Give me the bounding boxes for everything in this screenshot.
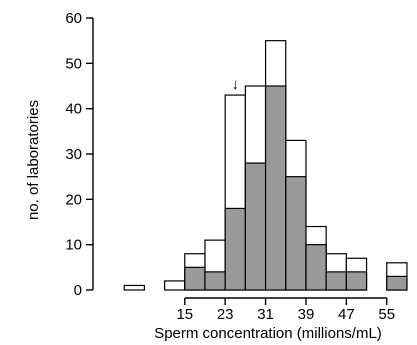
y-tick-label: 0 [74,282,82,299]
bar-filled [184,266,206,291]
y-tick-label: 20 [65,191,82,208]
x-tick-label: 55 [378,306,395,323]
x-axis-label: Sperm concentration (millions/mL) [154,325,382,342]
bars [123,40,408,291]
y-tick-label: 10 [65,237,82,254]
marker-arrow: ↓ [232,76,240,93]
y-tick-label: 30 [65,146,82,163]
bar-filled [204,271,226,291]
bar-filled [305,244,327,291]
axes: 0 10 20 30 40 50 60 15 23 31 39 47 55 [65,10,395,323]
x-tick-label: 23 [217,306,234,323]
bar-filled [285,176,307,291]
y-tick-label: 60 [65,10,82,27]
y-axis-label: no. of laboratories [25,100,42,220]
bar-open [163,280,186,291]
x-tick-label: 39 [298,306,315,323]
bar-filled [325,271,347,291]
y-tick-label: 40 [65,101,82,118]
bar-filled [345,271,368,291]
labels: ↓ Sperm concentration (millions/mL) no. of… [25,76,382,342]
x-tick-label: 47 [338,306,355,323]
y-tick-label: 50 [65,55,82,72]
bar-open [123,284,145,291]
x-tick-label: 31 [257,306,274,323]
bar-filled [244,162,267,291]
bar-filled [264,85,287,291]
x-tick-label: 15 [176,306,193,323]
bar-filled [224,207,246,291]
bar-filled [386,275,408,291]
